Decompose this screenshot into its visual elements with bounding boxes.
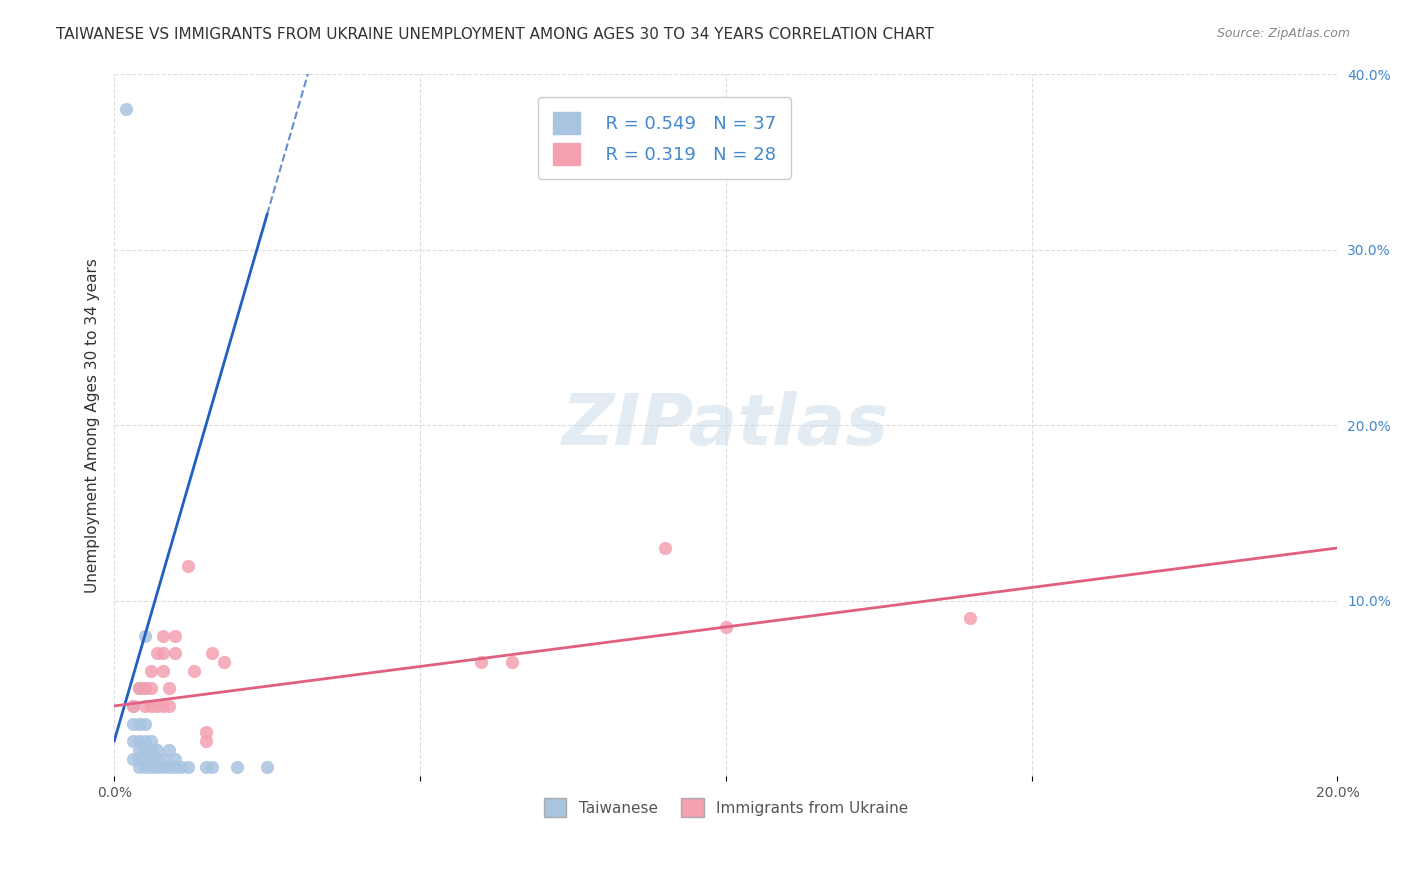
- Point: [194, 725, 217, 739]
- Point: [134, 743, 156, 757]
- Point: [165, 760, 187, 774]
- Point: [176, 558, 198, 573]
- Point: [121, 698, 143, 713]
- Point: [134, 681, 156, 696]
- Point: [139, 760, 162, 774]
- Point: [654, 541, 676, 555]
- Point: [134, 681, 156, 696]
- Point: [470, 655, 492, 669]
- Point: [714, 620, 737, 634]
- Point: [170, 760, 193, 774]
- Point: [959, 611, 981, 625]
- Point: [152, 629, 174, 643]
- Point: [134, 760, 156, 774]
- Point: [139, 751, 162, 765]
- Point: [157, 681, 180, 696]
- Point: [146, 743, 169, 757]
- Point: [146, 698, 169, 713]
- Point: [121, 734, 143, 748]
- Legend: Taiwanese, Immigrants from Ukraine: Taiwanese, Immigrants from Ukraine: [536, 791, 915, 825]
- Point: [165, 646, 187, 660]
- Point: [121, 751, 143, 765]
- Point: [139, 698, 162, 713]
- Point: [194, 760, 217, 774]
- Point: [152, 698, 174, 713]
- Point: [115, 102, 138, 116]
- Point: [201, 760, 224, 774]
- Text: ZIPatlas: ZIPatlas: [562, 391, 890, 459]
- Point: [152, 646, 174, 660]
- Point: [121, 698, 143, 713]
- Y-axis label: Unemployment Among Ages 30 to 34 years: Unemployment Among Ages 30 to 34 years: [86, 258, 100, 592]
- Point: [146, 646, 169, 660]
- Point: [128, 716, 150, 731]
- Point: [128, 760, 150, 774]
- Point: [139, 734, 162, 748]
- Point: [128, 734, 150, 748]
- Point: [134, 698, 156, 713]
- Point: [256, 760, 278, 774]
- Point: [134, 734, 156, 748]
- Point: [146, 760, 169, 774]
- Text: Source: ZipAtlas.com: Source: ZipAtlas.com: [1216, 27, 1350, 40]
- Point: [152, 664, 174, 678]
- Point: [134, 629, 156, 643]
- Point: [146, 751, 169, 765]
- Point: [134, 716, 156, 731]
- Point: [134, 751, 156, 765]
- Point: [121, 716, 143, 731]
- Point: [157, 760, 180, 774]
- Text: TAIWANESE VS IMMIGRANTS FROM UKRAINE UNEMPLOYMENT AMONG AGES 30 TO 34 YEARS CORR: TAIWANESE VS IMMIGRANTS FROM UKRAINE UNE…: [56, 27, 934, 42]
- Point: [194, 734, 217, 748]
- Point: [152, 760, 174, 774]
- Point: [152, 751, 174, 765]
- Point: [139, 664, 162, 678]
- Point: [165, 629, 187, 643]
- Point: [225, 760, 247, 774]
- Point: [157, 743, 180, 757]
- Point: [201, 646, 224, 660]
- Point: [183, 664, 205, 678]
- Point: [176, 760, 198, 774]
- Point: [128, 751, 150, 765]
- Point: [165, 751, 187, 765]
- Point: [501, 655, 523, 669]
- Point: [139, 681, 162, 696]
- Point: [214, 655, 236, 669]
- Point: [157, 698, 180, 713]
- Point: [128, 681, 150, 696]
- Point: [128, 681, 150, 696]
- Point: [128, 743, 150, 757]
- Point: [139, 743, 162, 757]
